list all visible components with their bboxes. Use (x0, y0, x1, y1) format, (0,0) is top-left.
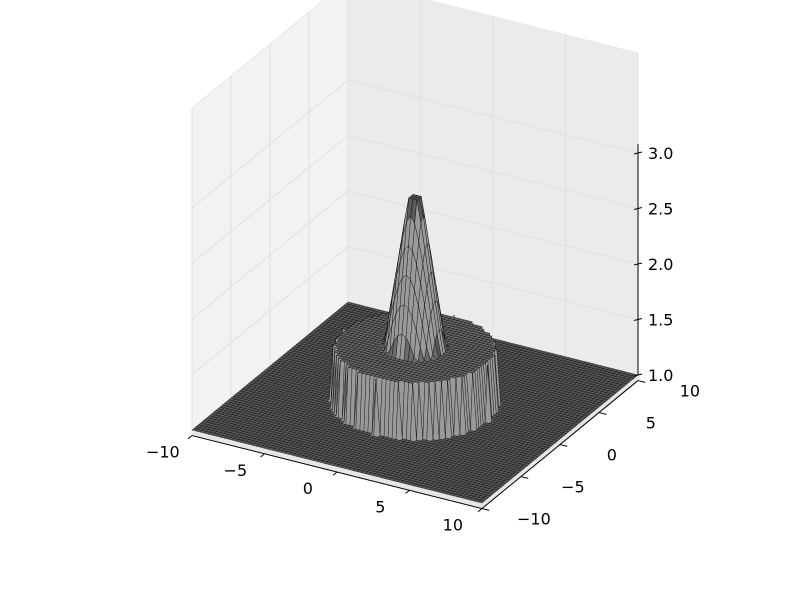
grid-z-2 (191, 190, 639, 320)
grid-z-3 (191, 134, 639, 264)
surface-mesh (191, 193, 639, 504)
grid-z-1 (191, 245, 639, 375)
grid-z-4 (191, 79, 639, 209)
